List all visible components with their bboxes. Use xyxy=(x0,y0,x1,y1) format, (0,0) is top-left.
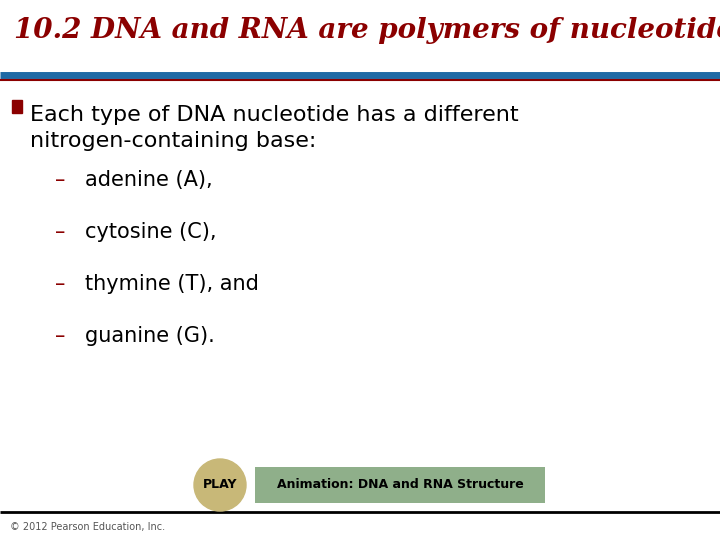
Text: nitrogen-containing base:: nitrogen-containing base: xyxy=(30,131,316,151)
Text: –: – xyxy=(55,170,66,190)
Bar xyxy=(12,100,22,113)
Text: PLAY: PLAY xyxy=(203,478,238,491)
Text: © 2012 Pearson Education, Inc.: © 2012 Pearson Education, Inc. xyxy=(10,522,165,532)
Text: guanine (G).: guanine (G). xyxy=(85,326,215,346)
Text: 10.2 DNA and RNA are polymers of nucleotides: 10.2 DNA and RNA are polymers of nucleot… xyxy=(14,17,720,44)
Text: Animation: DNA and RNA Structure: Animation: DNA and RNA Structure xyxy=(276,478,523,491)
Text: adenine (A),: adenine (A), xyxy=(85,170,212,190)
Text: Each type of DNA nucleotide has a different: Each type of DNA nucleotide has a differ… xyxy=(30,105,518,125)
Circle shape xyxy=(194,459,246,511)
FancyBboxPatch shape xyxy=(255,467,545,503)
Text: cytosine (C),: cytosine (C), xyxy=(85,222,217,242)
Text: –: – xyxy=(55,274,66,294)
Text: –: – xyxy=(55,326,66,346)
Text: thymine (T), and: thymine (T), and xyxy=(85,274,259,294)
Text: –: – xyxy=(55,222,66,242)
